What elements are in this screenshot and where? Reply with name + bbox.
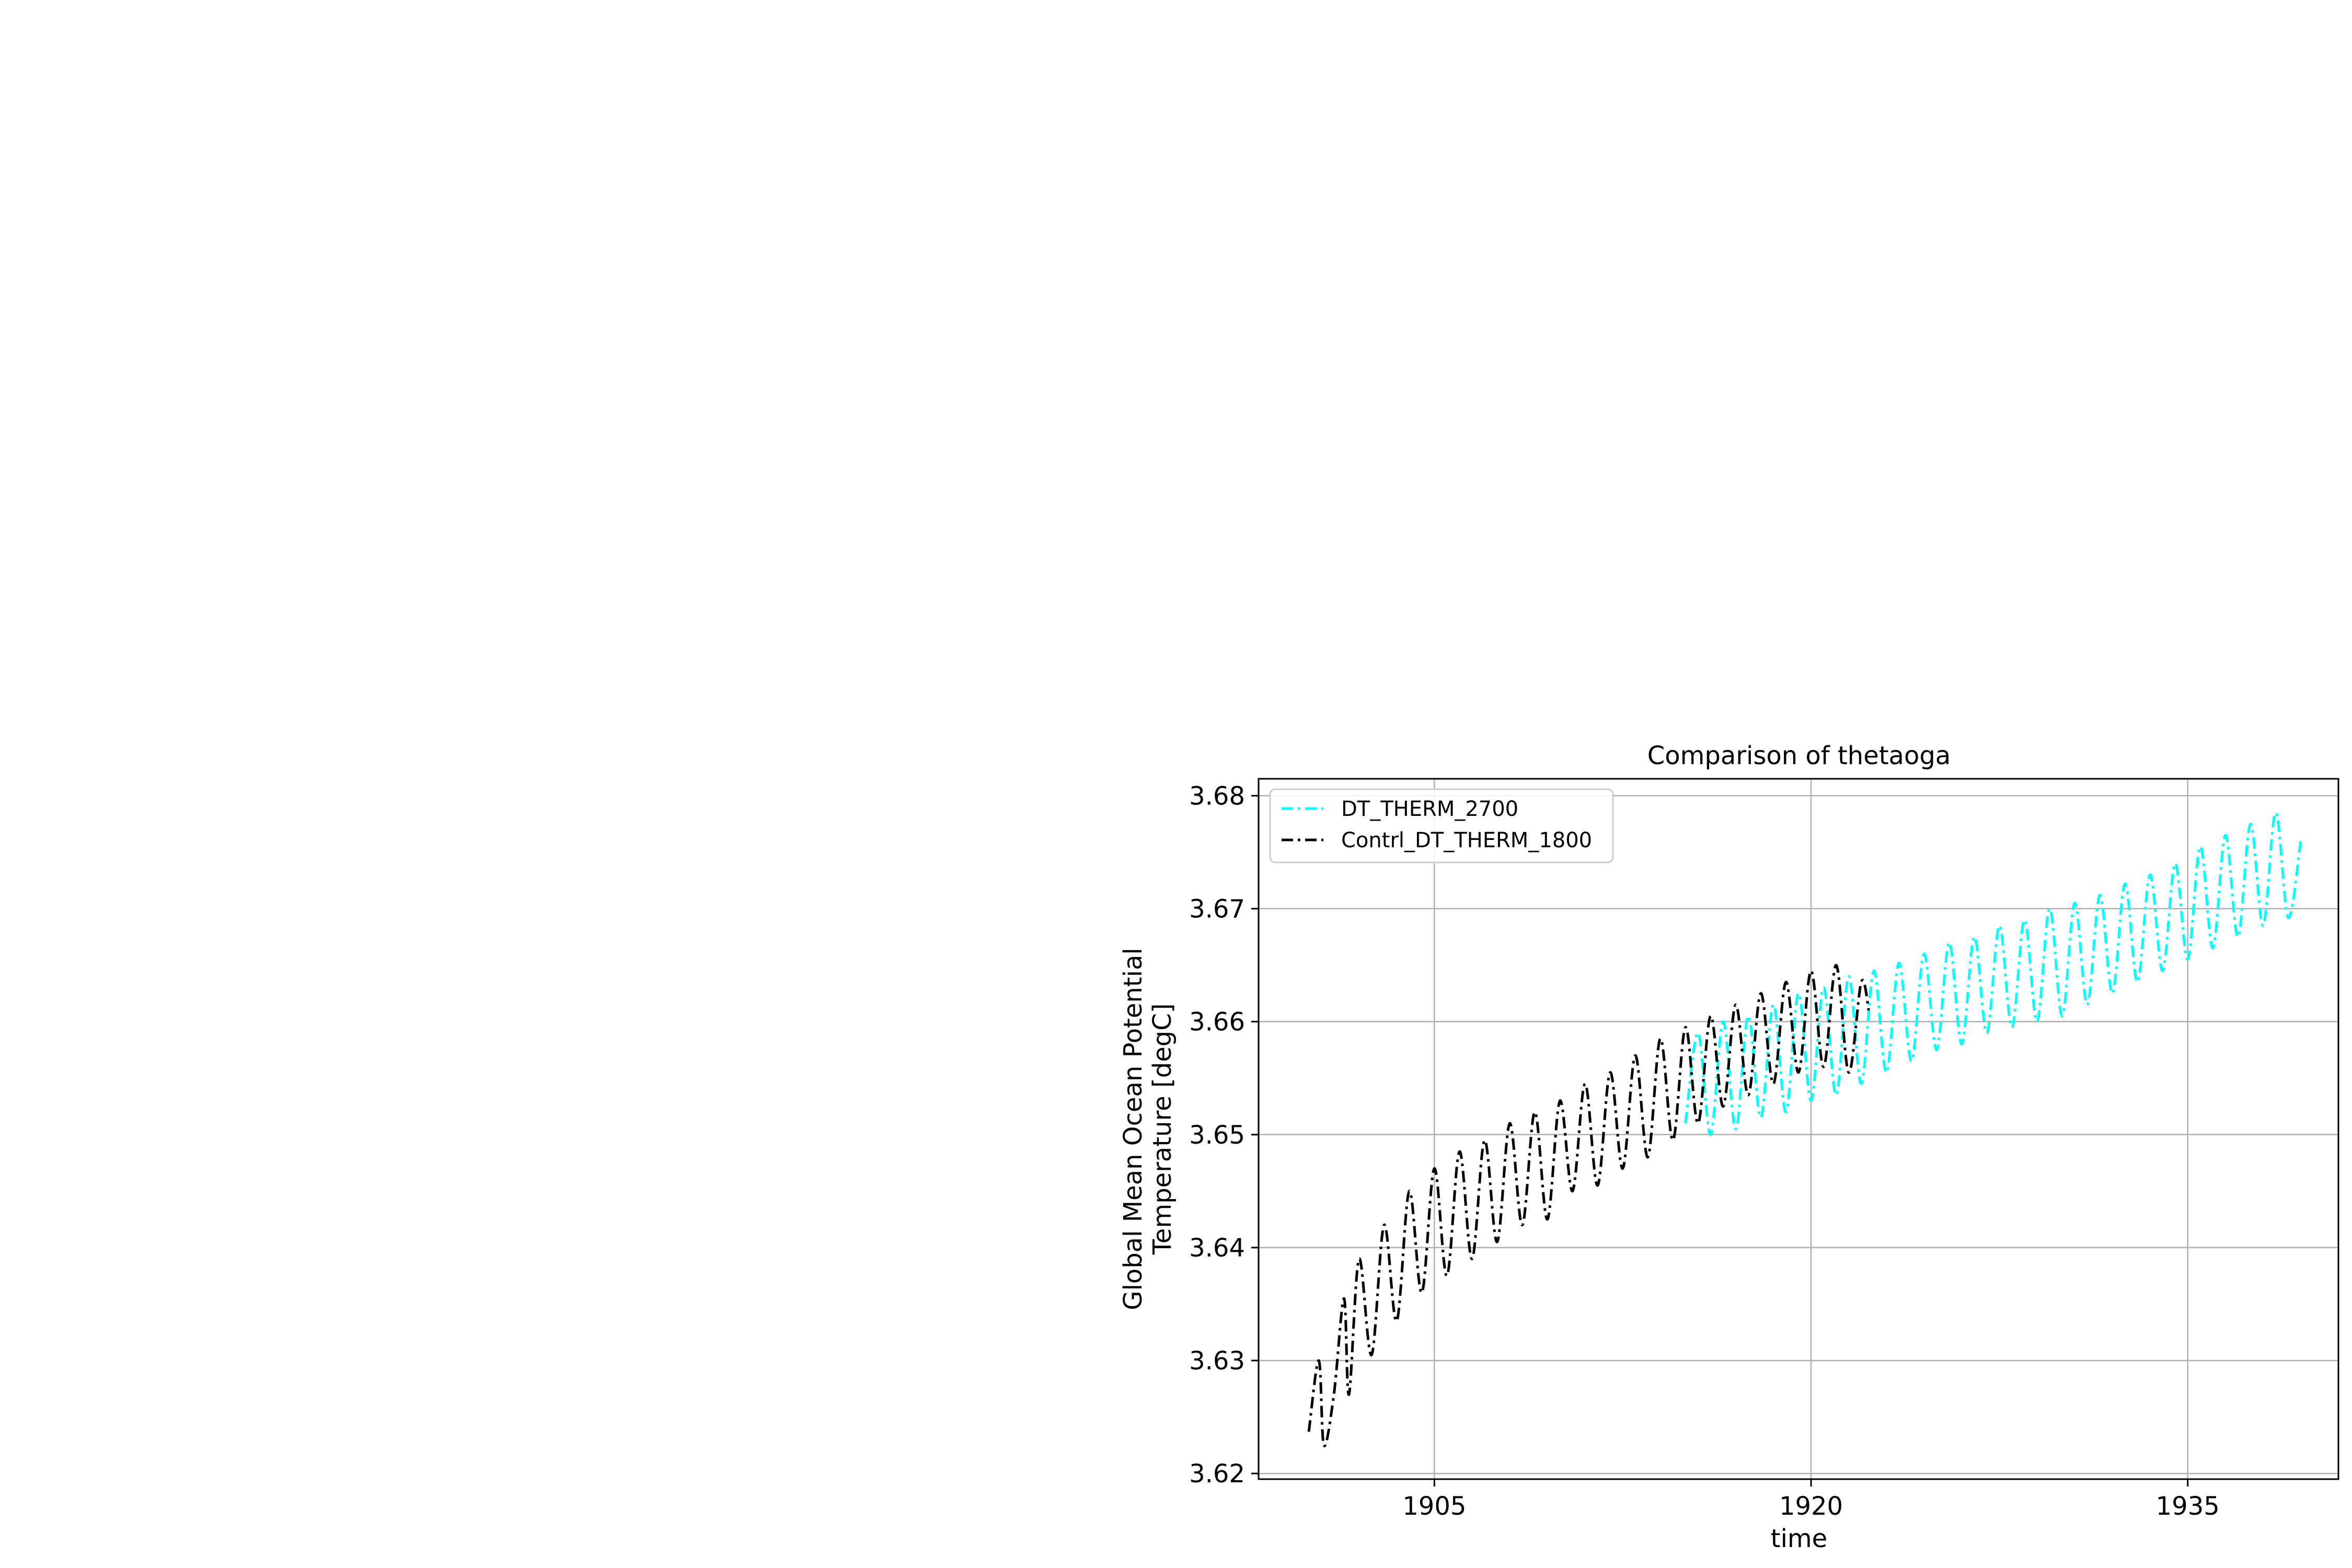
series-line-contrl-dt-therm-1800: [1307, 964, 1870, 1447]
y-tick-label: 3.62: [1189, 1459, 1245, 1489]
y-tick-label: 3.68: [1189, 781, 1245, 811]
legend-label-contrl-dt-therm-1800: Contrl_DT_THERM_1800: [1341, 828, 1592, 852]
y-tick-label: 3.63: [1189, 1346, 1245, 1376]
y-tick-label: 3.64: [1189, 1233, 1245, 1263]
plot-area: [1307, 811, 2302, 1447]
grid: [1259, 779, 2338, 1479]
legend: DT_THERM_2700 Contrl_DT_THERM_1800: [1269, 788, 1614, 863]
x-tick-label: 1935: [2156, 1492, 2220, 1521]
y-tick-label: 3.66: [1189, 1008, 1245, 1037]
legend-box: [1269, 788, 1614, 863]
y-axis-label-line-2: Temperature [degC]: [1148, 1004, 1177, 1255]
x-axis-label: time: [1771, 1524, 1827, 1553]
x-tick-label: 1905: [1402, 1492, 1466, 1521]
chart-title: Comparison of thetaoga: [1647, 741, 1951, 770]
series-line-dt-therm-2700: [1684, 811, 2302, 1136]
plot-frame: [1258, 778, 2339, 1480]
y-axis-label-line-1: Global Mean Ocean Potential: [1119, 948, 1148, 1310]
y-axis-ticks: 3.62 3.63 3.64 3.65 3.66 3.67 3.68: [1189, 781, 1259, 1489]
series-layer: [1307, 811, 2302, 1447]
legend-label-dt-therm-2700: DT_THERM_2700: [1341, 797, 1518, 821]
x-tick-label: 1920: [1779, 1492, 1843, 1521]
y-tick-label: 3.65: [1189, 1121, 1245, 1150]
y-tick-label: 3.67: [1189, 895, 1245, 924]
x-axis-ticks: 1905 1920 1935: [1402, 1479, 2220, 1521]
